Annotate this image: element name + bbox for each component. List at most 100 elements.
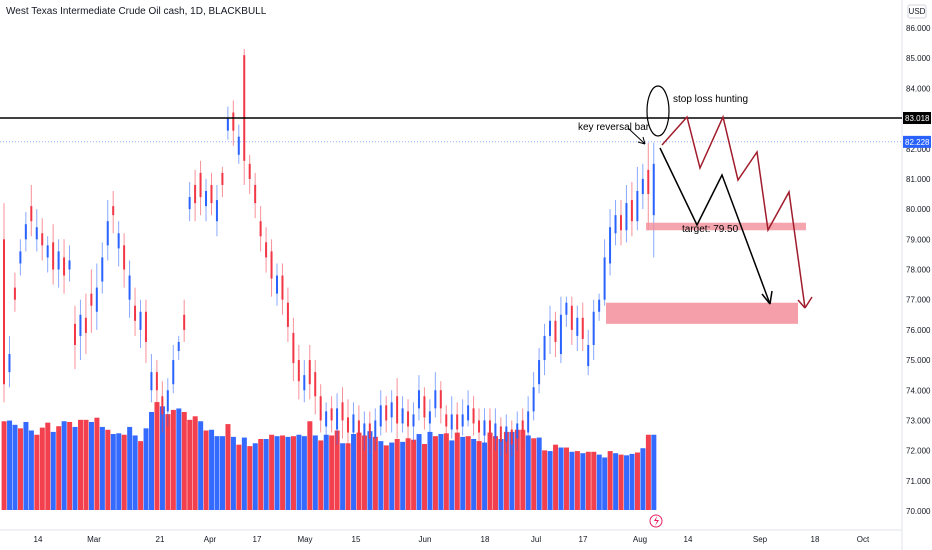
candle-body [461,414,464,427]
candle-body [73,323,76,345]
candle [270,239,273,297]
volume-bar [247,446,253,510]
candle-body [24,224,27,240]
candle-body [194,184,197,204]
volume-bar [503,431,509,510]
volume-bar [105,429,111,510]
candle [63,239,66,294]
volume-bar [531,438,537,510]
candle [232,100,235,146]
candle-body [259,221,262,237]
candle-body [84,317,87,333]
volume-bar [618,454,624,510]
candle-body [341,402,344,421]
volume-bar [607,451,613,510]
stop-loss-ellipse [646,85,670,137]
candle [183,299,186,342]
volume-bar [640,448,646,510]
volume-bar [449,440,455,510]
candle [652,142,655,258]
candle-body [226,118,229,131]
candle-body [205,191,208,207]
projection-arrowhead-black [761,290,773,305]
candle [134,287,137,336]
candle [412,402,415,442]
volume-bar [378,441,384,510]
candle-body [499,426,502,442]
volume-bar [629,453,635,510]
candle-body [161,396,164,415]
candle [117,221,120,267]
candle [13,272,16,312]
volume-bar [110,434,116,510]
candle-body [303,375,306,391]
currency-button[interactable] [907,4,927,19]
price-tick-label: 76.000 [906,326,931,335]
volume-bar [214,436,220,510]
candle-body [325,411,328,427]
volume-bar [509,431,515,510]
candle-body [79,314,82,336]
candle-body [106,221,109,246]
projection-arrowhead-red [797,296,813,309]
candle-body [363,423,366,436]
volume-bar [329,435,335,510]
candle-body [445,414,448,427]
volume-bar [585,451,591,510]
candle [35,209,38,252]
candle [319,384,322,433]
price-tick-label: 71.000 [906,477,931,486]
candle [396,378,399,439]
time-tick-label: 18 [481,535,490,544]
volume-bar [394,439,400,510]
candle-body [292,332,295,364]
candle-body [183,314,186,330]
volume-bar [143,428,149,510]
volume-bar [252,443,258,510]
candle-body [215,200,218,222]
candle [254,172,257,219]
candle [505,414,508,454]
candle-body [401,408,404,424]
candle [407,399,410,442]
candle-body [407,411,410,427]
volume-bar [318,440,324,510]
candle [494,408,497,451]
volume-bar [61,421,67,510]
volume-bar [400,441,406,510]
time-tick-label: 14 [684,535,693,544]
key-reversal-arrow [627,127,646,145]
volume-bar [7,420,13,510]
candle-body [346,417,349,433]
volume-bar [580,453,586,510]
volume-bar [312,435,318,510]
candle-body [428,411,431,424]
volume-bar [94,417,100,510]
candle [139,299,142,348]
candle-body [543,335,546,361]
volume-bar [351,434,357,510]
candle [41,218,44,261]
volume-bar [591,451,597,510]
volume-bar [356,432,362,510]
candle [390,390,393,433]
volume-bar [23,421,29,510]
candle-body [554,320,557,342]
candle [401,396,404,433]
candle-body [46,245,49,258]
lightning-icon [654,516,659,526]
candle-body [379,405,382,427]
volume-bar [39,427,45,510]
price-tick-label: 80.000 [906,205,931,214]
projection-path-red [661,114,806,309]
price-tick-label: 85.000 [906,54,931,63]
candle [336,393,339,445]
candle [8,335,11,388]
time-axis-labels: 14 Mar 21 Apr 17 May 15 Jun 18 Jul 17 Aug 14 Sep 18 Oct [34,535,870,544]
candle-body [188,197,191,210]
candle [363,411,366,451]
candle-body [488,420,491,439]
volume-bar [487,432,493,510]
candle-body [478,420,481,433]
